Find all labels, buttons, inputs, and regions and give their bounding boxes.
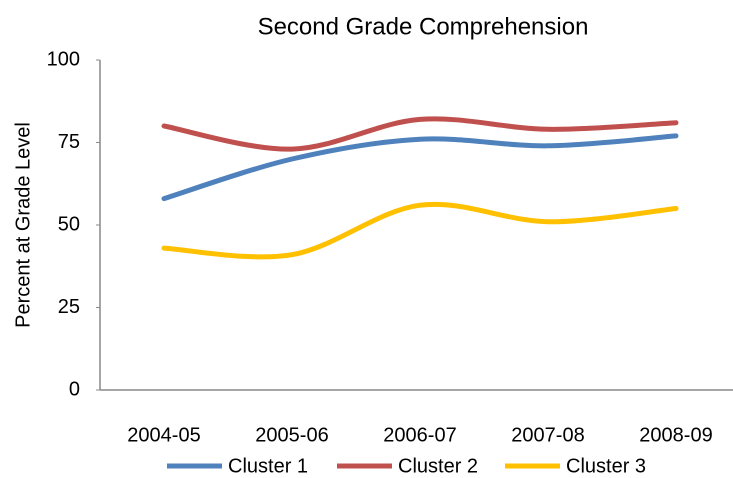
x-tick-label: 2006-07 [383,424,456,446]
y-tick-label: 0 [69,378,80,400]
y-tick-label: 75 [58,131,80,153]
legend-label: Cluster 1 [228,455,308,477]
x-tick-label: 2005-06 [255,424,328,446]
chart-title: Second Grade Comprehension [258,13,589,40]
series-line [161,133,679,202]
series-line [161,116,679,152]
y-tick-label: 100 [47,48,80,70]
x-tick-label: 2007-08 [511,424,584,446]
series-line [161,201,679,260]
y-tick-label: 25 [58,296,80,318]
y-axis-label: Percent at Grade Level [12,122,34,328]
legend-label: Cluster 3 [566,455,646,477]
x-tick-label: 2004-05 [127,424,200,446]
legend-label: Cluster 2 [398,455,478,477]
x-tick-label: 2008-09 [639,424,712,446]
y-tick-label: 50 [58,213,80,235]
